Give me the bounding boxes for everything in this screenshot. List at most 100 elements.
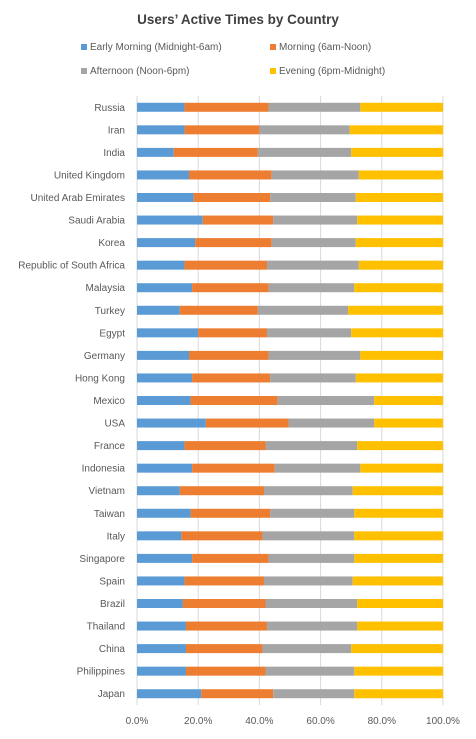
bar-segment-3-2 — [271, 170, 359, 180]
bar-segment-14-0 — [137, 418, 206, 428]
legend-swatch-1 — [270, 44, 276, 50]
bar-segment-15-1 — [184, 441, 266, 451]
x-tick-label-1: 20.0% — [184, 716, 212, 727]
category-label-5: Saudi Arabia — [68, 216, 125, 227]
category-label-22: Brazil — [100, 599, 125, 610]
bar-segment-13-2 — [277, 396, 375, 405]
bar-segment-14-3 — [374, 418, 443, 428]
bar-segment-15-2 — [265, 441, 358, 451]
bar-segment-23-1 — [185, 621, 268, 631]
bar-segment-4-0 — [137, 193, 194, 202]
bar-segment-0-3 — [360, 102, 443, 112]
bar-segment-12-2 — [270, 373, 356, 383]
bar-segment-19-1 — [181, 531, 263, 541]
bar-segment-15-0 — [137, 441, 185, 451]
bar-segment-17-2 — [263, 486, 353, 496]
category-label-1: Iran — [108, 125, 125, 136]
bar-segment-21-1 — [184, 576, 264, 586]
bar-segment-20-2 — [268, 553, 355, 563]
category-label-13: Mexico — [93, 396, 125, 407]
category-label-26: Japan — [98, 689, 125, 700]
bar-segment-22-1 — [182, 599, 266, 608]
bar-segment-9-3 — [348, 305, 443, 315]
legend-label-3: Evening (6pm-Midnight) — [279, 66, 385, 77]
bars — [137, 102, 443, 699]
category-label-8: Malaysia — [86, 283, 126, 294]
bar-segment-20-0 — [137, 553, 193, 563]
bar-segment-7-2 — [267, 260, 359, 270]
bar-segment-11-0 — [137, 350, 190, 360]
bar-segment-11-3 — [360, 350, 443, 360]
bar-segment-6-0 — [137, 238, 196, 248]
category-label-15: France — [94, 441, 126, 452]
bar-segment-1-0 — [137, 125, 185, 135]
category-labels: Russia Iran India United Kingdom United Arab… — [18, 103, 125, 700]
bar-segment-9-0 — [137, 305, 180, 315]
category-label-6: Korea — [98, 238, 125, 249]
bar-segment-23-3 — [357, 621, 443, 631]
legend-label-2: Afternoon (Noon-6pm) — [90, 66, 190, 77]
bar-segment-3-3 — [358, 170, 443, 180]
x-axis-ticks: 0.0% 20.0% 40.0% 60.0% 80.0% 100.0% — [126, 716, 460, 727]
bar-segment-16-3 — [360, 463, 443, 473]
bar-segment-19-2 — [262, 531, 355, 541]
bar-segment-26-1 — [201, 689, 274, 699]
bar-segment-3-1 — [189, 170, 272, 180]
bar-segment-16-0 — [137, 463, 193, 473]
category-label-7: Republic of South Africa — [18, 261, 125, 272]
bar-segment-18-3 — [354, 508, 443, 518]
bar-segment-14-1 — [205, 418, 289, 428]
bar-segment-12-3 — [355, 373, 443, 383]
bar-segment-11-1 — [189, 350, 269, 360]
bar-segment-6-2 — [271, 238, 356, 248]
bar-segment-0-0 — [137, 102, 185, 112]
bar-segment-25-2 — [265, 666, 355, 676]
category-label-3: United Kingdom — [54, 170, 125, 181]
bar-segment-5-3 — [357, 215, 443, 225]
bar-segment-12-1 — [192, 373, 271, 383]
category-label-25: Philippines — [77, 667, 125, 678]
bar-segment-18-0 — [137, 508, 191, 518]
bar-segment-13-1 — [190, 396, 278, 405]
x-tick-label-0: 0.0% — [126, 716, 149, 727]
bar-segment-25-1 — [185, 666, 266, 676]
bar-segment-4-2 — [270, 193, 356, 202]
bar-segment-0-2 — [268, 102, 361, 112]
legend-label-0: Early Morning (Midnight-6am) — [90, 42, 222, 53]
chart-title: Users’ Active Times by Country — [137, 12, 339, 27]
bar-segment-14-2 — [288, 418, 375, 428]
category-label-4: United Arab Emirates — [31, 193, 126, 204]
legend-label-1: Morning (6am-Noon) — [279, 42, 371, 53]
bar-segment-16-1 — [192, 463, 275, 473]
bar-segment-2-3 — [351, 147, 443, 157]
bar-segment-22-0 — [137, 599, 183, 608]
bar-segment-6-3 — [355, 238, 443, 248]
bar-segment-8-1 — [192, 283, 269, 293]
bar-segment-5-1 — [202, 215, 274, 225]
legend-swatch-2 — [81, 68, 87, 74]
category-label-24: China — [99, 644, 126, 655]
bar-segment-11-2 — [268, 350, 361, 360]
bar-segment-19-0 — [137, 531, 182, 541]
x-tick-label-5: 100.0% — [426, 716, 460, 727]
category-label-2: India — [103, 148, 125, 159]
bar-segment-21-2 — [263, 576, 353, 586]
bar-segment-17-3 — [352, 486, 443, 496]
category-label-17: Vietnam — [88, 486, 125, 497]
bar-segment-22-2 — [265, 599, 358, 608]
bar-segment-18-2 — [270, 508, 355, 518]
bar-segment-24-2 — [262, 644, 352, 654]
category-label-9: Turkey — [95, 306, 125, 317]
bar-segment-2-2 — [257, 147, 352, 157]
bar-segment-15-3 — [357, 441, 443, 451]
category-label-11: Germany — [84, 351, 125, 362]
x-tick-label-3: 60.0% — [306, 716, 334, 727]
bar-segment-24-0 — [137, 644, 186, 654]
category-label-14: USA — [104, 419, 125, 430]
bar-segment-3-0 — [137, 170, 190, 180]
bar-segment-18-1 — [190, 508, 271, 518]
bar-segment-8-2 — [268, 283, 355, 293]
bar-segment-24-1 — [185, 644, 263, 654]
bar-segment-26-2 — [273, 689, 355, 699]
